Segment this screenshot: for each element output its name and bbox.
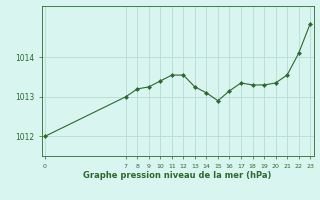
X-axis label: Graphe pression niveau de la mer (hPa): Graphe pression niveau de la mer (hPa) — [84, 171, 272, 180]
